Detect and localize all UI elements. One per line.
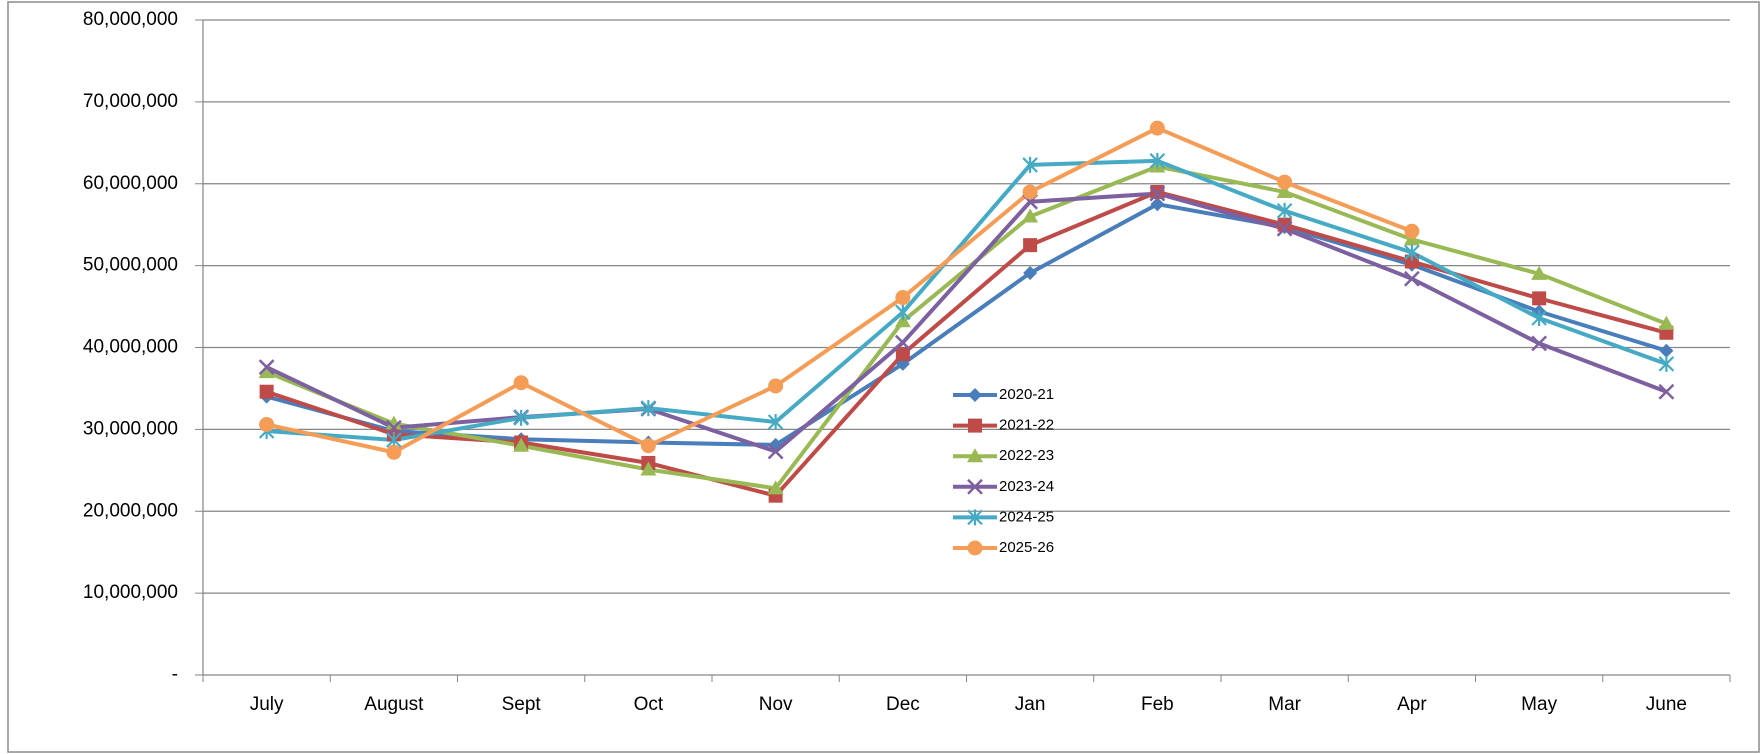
point-marker	[1404, 244, 1420, 261]
point-marker	[1149, 152, 1166, 169]
point-marker	[1276, 183, 1293, 198]
point-marker	[640, 400, 657, 417]
point-marker	[1277, 174, 1293, 190]
x-tick-label: Jan	[1015, 694, 1046, 715]
legend-label: 2020-21	[999, 386, 1054, 403]
point-marker	[767, 414, 784, 431]
point-marker	[1658, 315, 1675, 330]
y-tick-label: 40,000,000	[83, 337, 178, 358]
x-tick-label: Sept	[502, 694, 542, 715]
series-line	[265, 164, 1668, 491]
legend-label: 2024-25	[999, 508, 1054, 525]
point-marker	[1023, 265, 1038, 280]
point-marker	[1658, 355, 1675, 372]
legend-marker	[968, 418, 982, 433]
point-marker	[1150, 197, 1165, 212]
legend-marker	[967, 478, 983, 495]
legend-label: 2021-22	[999, 417, 1054, 434]
point-marker	[258, 359, 275, 376]
point-marker	[1023, 238, 1038, 253]
point-marker	[894, 334, 911, 351]
y-tick-label: -	[172, 664, 178, 685]
point-marker	[385, 415, 402, 430]
series-line	[265, 191, 1668, 454]
point-marker	[640, 461, 657, 476]
point-marker	[767, 480, 784, 495]
x-tick-label: June	[1646, 694, 1687, 715]
legend-label: 2023-24	[999, 478, 1054, 495]
x-tick-label: July	[250, 694, 284, 715]
point-marker	[1022, 156, 1038, 173]
point-marker	[1149, 120, 1165, 136]
point-marker	[1277, 217, 1292, 232]
y-tick-label: 80,000,000	[83, 9, 178, 30]
point-marker	[1404, 223, 1420, 239]
point-marker	[895, 347, 910, 362]
point-marker	[385, 419, 402, 436]
legend-marker	[968, 388, 982, 402]
point-marker	[895, 304, 911, 321]
point-marker	[1659, 343, 1674, 358]
point-marker	[1658, 383, 1675, 400]
x-tick-label: Dec	[886, 694, 920, 715]
point-marker	[1276, 202, 1293, 219]
x-tick-label: Mar	[1268, 694, 1301, 715]
series-line	[266, 158, 1668, 443]
y-tick-label: 10,000,000	[83, 582, 178, 603]
point-marker	[1531, 310, 1547, 327]
point-marker	[767, 443, 784, 460]
point-marker	[258, 364, 275, 379]
point-marker	[640, 438, 656, 454]
legend-label: 2025-26	[999, 539, 1054, 556]
x-tick-label: Feb	[1141, 694, 1174, 715]
point-marker	[386, 444, 402, 460]
legend-label: 2022-23	[999, 447, 1054, 464]
y-tick-label: 60,000,000	[83, 173, 178, 194]
y-tick-label: 50,000,000	[83, 255, 178, 276]
series-line	[266, 202, 1667, 447]
y-tick-label: 70,000,000	[83, 91, 178, 112]
y-tick-label: 20,000,000	[83, 500, 178, 521]
point-marker	[1149, 185, 1166, 202]
x-tick-label: May	[1521, 694, 1557, 715]
point-marker	[259, 416, 275, 432]
y-tick-label: 30,000,000	[83, 418, 178, 439]
point-marker	[1531, 335, 1548, 352]
point-marker	[1022, 208, 1039, 223]
point-marker	[513, 375, 529, 391]
point-marker	[1532, 291, 1547, 306]
point-marker	[1403, 270, 1420, 287]
series-line	[266, 126, 1413, 455]
legend-marker	[967, 448, 983, 463]
point-marker	[768, 378, 784, 394]
point-marker	[894, 313, 911, 328]
point-marker	[513, 437, 530, 452]
point-marker	[895, 290, 911, 306]
point-marker	[259, 384, 274, 399]
point-marker	[1022, 184, 1038, 200]
x-tick-label: August	[364, 694, 424, 715]
x-tick-label: Nov	[759, 694, 793, 715]
point-marker	[1531, 265, 1548, 280]
x-tick-label: Apr	[1397, 694, 1427, 715]
point-marker	[1404, 254, 1419, 269]
legend-marker	[967, 540, 983, 556]
point-marker	[513, 409, 529, 426]
x-tick-label: Oct	[634, 694, 664, 715]
legend-marker	[967, 509, 983, 526]
point-marker	[1276, 220, 1293, 237]
